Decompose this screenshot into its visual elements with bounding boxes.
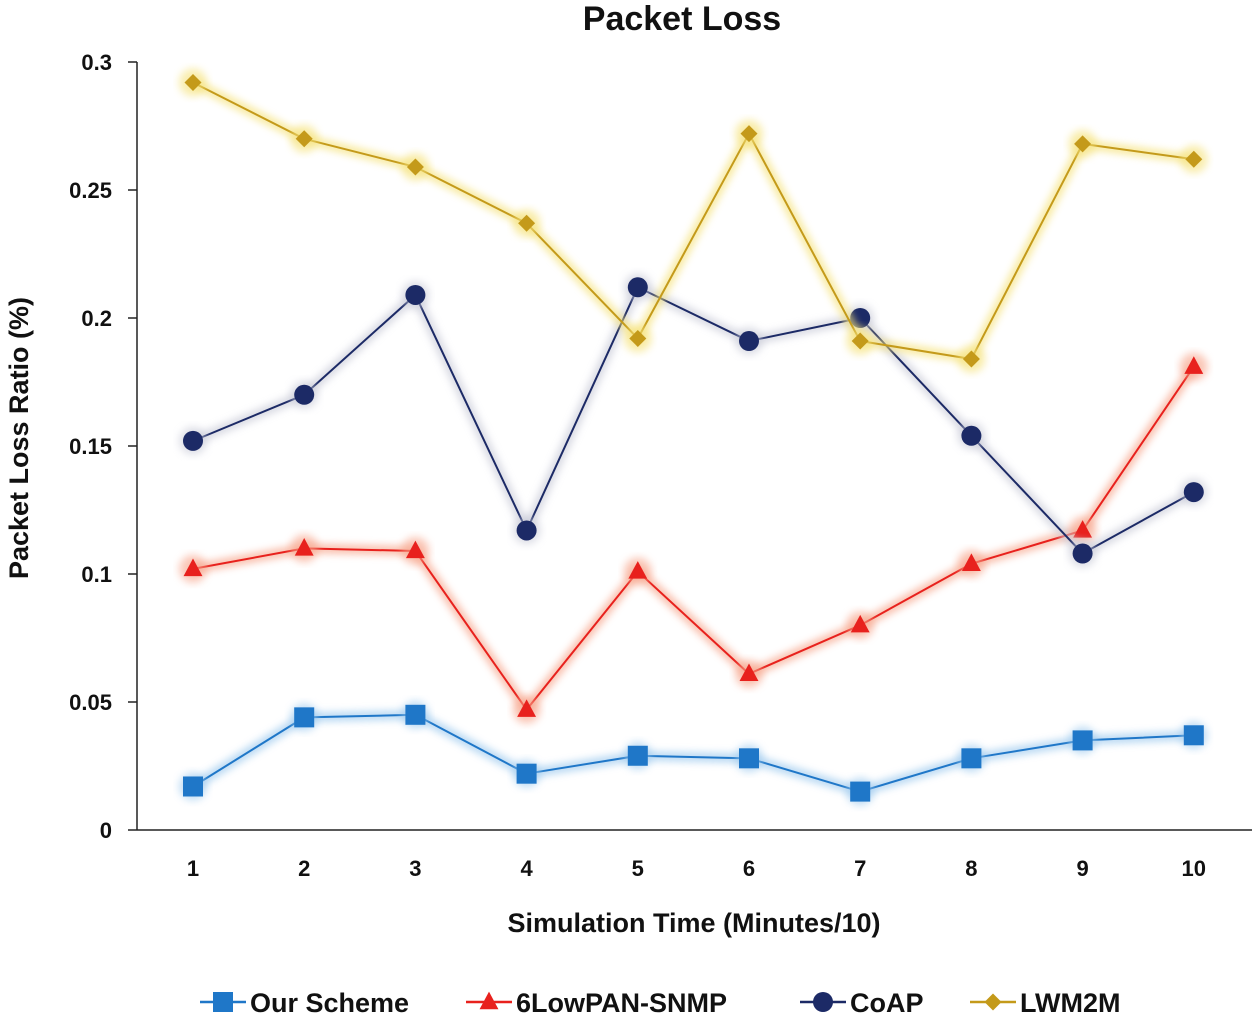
legend-marker-lwm2m (984, 993, 1002, 1011)
data-point-our-scheme (1183, 725, 1204, 746)
legend: Our Scheme 6LowPAN-SNMP CoAP LWM2M (200, 988, 1121, 1017)
series-line-our-scheme (192, 713, 1194, 793)
legend-item-our-scheme: Our Scheme (200, 988, 409, 1017)
legend-item-coap: CoAP (800, 988, 924, 1017)
x-tick-label: 7 (854, 856, 866, 881)
data-point-our-scheme (627, 745, 648, 766)
legend-item-6lowpan-snmp: 6LowPAN-SNMP (466, 988, 727, 1017)
y-tick-label: 0.3 (81, 50, 112, 75)
y-tick-label: 0.1 (81, 562, 112, 587)
data-point-6lowpan-snmp (739, 663, 759, 682)
data-point-our-scheme (183, 776, 203, 797)
data-point-coap (739, 331, 759, 352)
data-point-our-scheme (961, 748, 982, 769)
legend-label: LWM2M (1020, 988, 1121, 1017)
data-point-6lowpan-snmp (517, 699, 537, 717)
x-axis-label: Simulation Time (Minutes/10) (507, 908, 880, 938)
data-point-our-scheme (294, 707, 315, 728)
x-axis-ticks: 1 2 3 4 5 6 7 8 9 10 (187, 856, 1206, 881)
legend-label: CoAP (850, 988, 924, 1017)
data-point-6lowpan-snmp (1073, 520, 1093, 538)
chart-title: Packet Loss (583, 0, 781, 38)
legend-label: Our Scheme (250, 988, 409, 1017)
series-our-scheme (179, 700, 1208, 806)
series-coap (179, 273, 1208, 568)
y-axis-ticks: 0 0.05 0.1 0.15 0.2 0.25 0.3 (69, 50, 137, 843)
data-point-6lowpan-snmp (961, 553, 981, 571)
x-tick-label: 8 (965, 856, 977, 881)
data-point-our-scheme (850, 781, 871, 802)
data-point-6lowpan-snmp (850, 614, 870, 633)
y-tick-label: 0.25 (69, 178, 112, 203)
data-point-6lowpan-snmp (183, 558, 203, 577)
x-tick-label: 2 (298, 856, 310, 881)
data-point-coap (961, 425, 982, 446)
data-point-our-scheme (516, 763, 537, 784)
legend-marker-coap (813, 992, 833, 1012)
y-tick-label: 0.05 (69, 690, 112, 715)
x-tick-label: 5 (632, 856, 644, 881)
series-line-6lowpan-snmp (192, 366, 1195, 711)
data-point-lwm2m (851, 332, 869, 350)
y-axis-label: Packet Loss Ratio (%) (4, 297, 34, 579)
data-point-coap (516, 520, 537, 541)
x-tick-label: 4 (520, 856, 533, 881)
data-point-lwm2m (629, 329, 647, 347)
y-tick-label: 0 (100, 818, 112, 843)
legend-item-lwm2m: LWM2M (970, 988, 1121, 1017)
data-point-lwm2m (1185, 150, 1203, 168)
data-point-6lowpan-snmp (405, 540, 425, 559)
series-lwm2m (179, 68, 1208, 373)
x-tick-label: 6 (743, 856, 755, 881)
data-point-6lowpan-snmp (1184, 356, 1204, 374)
data-point-our-scheme (405, 704, 426, 725)
data-point-coap (294, 384, 315, 405)
data-point-lwm2m (518, 214, 536, 232)
x-tick-label: 10 (1182, 856, 1206, 881)
data-point-our-scheme (1072, 730, 1093, 751)
data-point-coap (405, 284, 426, 305)
series-glow (190, 710, 1195, 797)
data-point-6lowpan-snmp (628, 561, 648, 579)
data-point-lwm2m (1074, 135, 1092, 153)
data-point-coap (1183, 482, 1204, 503)
data-point-lwm2m (962, 350, 980, 368)
x-tick-label: 1 (187, 856, 199, 881)
data-point-6lowpan-snmp (294, 538, 314, 556)
legend-marker-6lowpan-snmp (479, 991, 499, 1010)
series-glow (192, 364, 1198, 715)
data-point-lwm2m (406, 158, 424, 176)
series-line-coap (192, 286, 1195, 555)
legend-label: 6LowPAN-SNMP (516, 988, 727, 1017)
series-line-lwm2m (192, 81, 1194, 360)
data-point-lwm2m (184, 73, 202, 91)
x-tick-label: 3 (409, 856, 421, 881)
data-point-coap (627, 277, 648, 298)
data-point-coap (1072, 543, 1093, 564)
y-tick-label: 0.15 (69, 434, 112, 459)
data-point-lwm2m (740, 125, 758, 143)
series-6lowpan-snmp (179, 352, 1208, 724)
y-tick-label: 0.2 (81, 306, 112, 331)
legend-marker-our-scheme (213, 992, 233, 1012)
data-point-coap (183, 430, 203, 451)
series-layer (179, 68, 1208, 806)
data-point-lwm2m (295, 130, 313, 148)
data-point-our-scheme (739, 748, 759, 769)
x-tick-label: 9 (1076, 856, 1088, 881)
